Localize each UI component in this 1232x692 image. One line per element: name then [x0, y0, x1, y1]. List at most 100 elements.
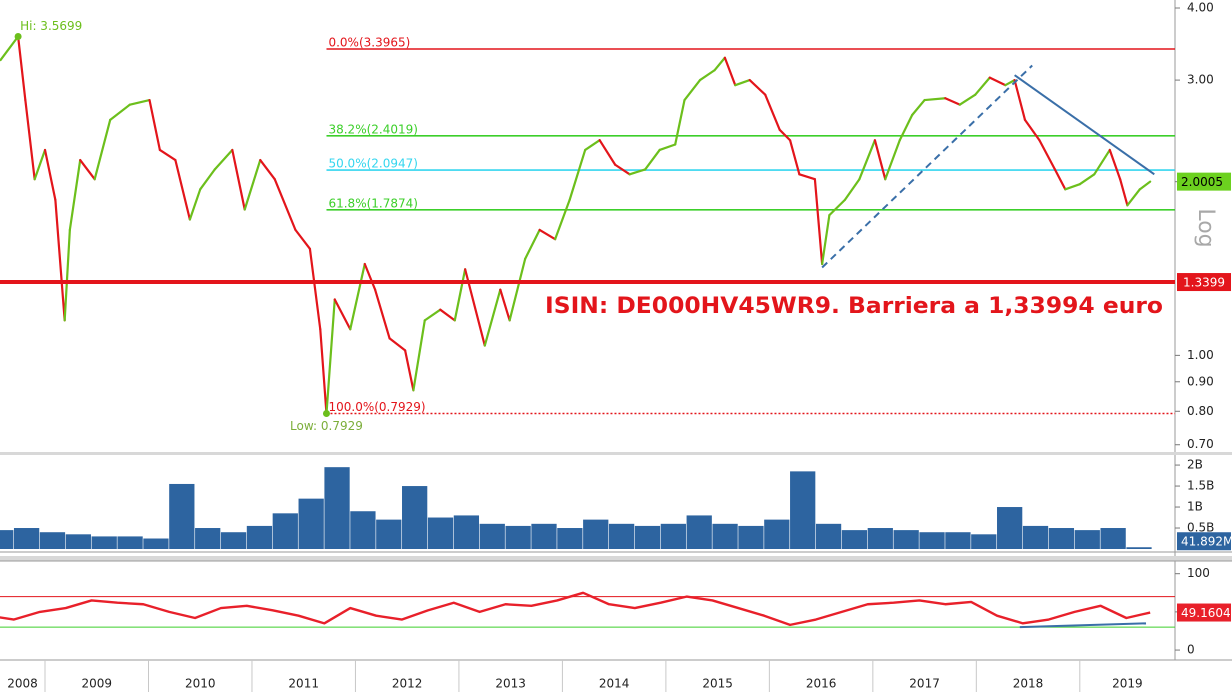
- price-segment: [325, 298, 336, 415]
- x-tick-label: 2019: [1112, 677, 1143, 691]
- volume-bar: [764, 519, 790, 549]
- y-tick-label: 1.5B: [1187, 479, 1214, 493]
- volume-bar: [945, 532, 971, 549]
- rsi-panel: [0, 591, 1175, 629]
- x-tick-label: 2016: [806, 677, 837, 691]
- price-segment: [1138, 180, 1152, 191]
- price-segment: [412, 319, 426, 392]
- price-segment: [1119, 178, 1129, 207]
- volume-bar: [246, 525, 273, 549]
- last-value-label: 49.1604: [1181, 606, 1231, 620]
- y-tick-label: 0.80: [1187, 404, 1214, 418]
- price-segment: [499, 288, 511, 322]
- volume-bar: [453, 515, 480, 549]
- level-label: 38.2%(2.4019): [328, 122, 417, 136]
- x-tick-label: 2015: [702, 677, 733, 691]
- volume-bar: [220, 532, 247, 549]
- volume-bar: [350, 511, 376, 549]
- price-segment: [273, 178, 297, 231]
- volume-bar: [1048, 528, 1075, 549]
- price-segment: [734, 78, 751, 87]
- low-label: Low: 0.7929: [290, 419, 363, 433]
- volume-bar: [815, 523, 842, 549]
- last-value-label: 41.892M: [1181, 535, 1232, 549]
- price-segment: [778, 128, 792, 142]
- trendline: [1019, 622, 1147, 629]
- price-segment: [93, 118, 112, 181]
- price-segment: [614, 163, 631, 176]
- price-segment: [884, 139, 901, 181]
- price-segment: [174, 158, 191, 221]
- x-tick-label: 2017: [909, 677, 940, 691]
- last-value-box: [1177, 172, 1231, 191]
- price-segment: [213, 148, 234, 171]
- price-segment: [374, 288, 391, 340]
- price-segment: [188, 188, 202, 221]
- price-segment: [898, 113, 914, 142]
- y-tick-label: 4.00: [1187, 1, 1214, 15]
- price-segment: [199, 168, 216, 191]
- volume-bar: [91, 536, 117, 549]
- level-label: 0.0%(3.3965): [328, 35, 410, 49]
- volume-bar: [660, 523, 686, 549]
- price-segment: [658, 143, 677, 152]
- price-segment: [1004, 78, 1016, 87]
- price-segment: [388, 337, 407, 352]
- volume-panel: [0, 467, 1152, 549]
- price-segment: [923, 97, 947, 102]
- volume-bar: [1022, 525, 1049, 549]
- price-segment: [308, 247, 322, 331]
- volume-bar: [0, 530, 14, 549]
- price-segment: [319, 328, 328, 415]
- volume-bar: [39, 532, 66, 549]
- volume-bar: [1100, 528, 1126, 549]
- price-segment: [79, 158, 96, 181]
- trendline: [1014, 74, 1155, 176]
- trendline: [821, 64, 1033, 269]
- x-tick-label: 2010: [185, 677, 216, 691]
- price-segment: [958, 93, 977, 106]
- price-segment: [644, 148, 661, 171]
- price-segment: [1053, 168, 1067, 191]
- price-segment: [63, 228, 71, 322]
- annotation: ISIN: DE000HV45WR9. Barriera a 1,33994 e…: [545, 294, 1163, 319]
- price-segment: [158, 148, 177, 162]
- price-segment: [524, 228, 541, 260]
- volume-bar: [557, 528, 583, 549]
- y-tick-label: 1B: [1187, 500, 1203, 514]
- price-segment: [423, 308, 442, 322]
- price-segment: [554, 198, 571, 241]
- last-value-box: [1177, 532, 1231, 551]
- y-tick-label: 0.90: [1187, 374, 1214, 388]
- volume-bar: [608, 523, 635, 549]
- price-segment: [439, 308, 456, 322]
- volume-bar: [272, 513, 298, 549]
- volume-bar: [427, 517, 454, 549]
- volume-bar: [790, 471, 816, 549]
- volume-bar: [583, 519, 609, 549]
- price-segment: [568, 148, 587, 201]
- price-segment: [713, 56, 726, 72]
- price-segment: [843, 178, 861, 201]
- price-segment: [0, 35, 20, 62]
- price-segment: [598, 139, 617, 166]
- price-segment: [24, 98, 36, 181]
- price-segment: [1078, 173, 1096, 186]
- price-panel: 0.0%(3.3965) 38.2%(2.4019) 50.0%(2.0947) 61…: [0, 19, 1175, 433]
- y-tick-label: 1.00: [1187, 348, 1214, 362]
- volume-bar: [169, 483, 195, 549]
- price-segment: [259, 158, 276, 181]
- price-segment: [1126, 188, 1141, 207]
- volume-bar: [298, 498, 324, 549]
- scale-label: Log: [1193, 208, 1218, 247]
- barrier-label: 1.3399: [1183, 276, 1225, 290]
- volume-bar: [324, 467, 350, 549]
- last-value-label: 2.0005: [1181, 175, 1223, 189]
- y-tick-label: 0.5B: [1187, 521, 1214, 535]
- price-segment: [363, 262, 377, 291]
- price-segment: [584, 139, 601, 152]
- price-segment: [873, 139, 887, 181]
- price-segment: [128, 98, 151, 106]
- volume-bar: [686, 515, 712, 549]
